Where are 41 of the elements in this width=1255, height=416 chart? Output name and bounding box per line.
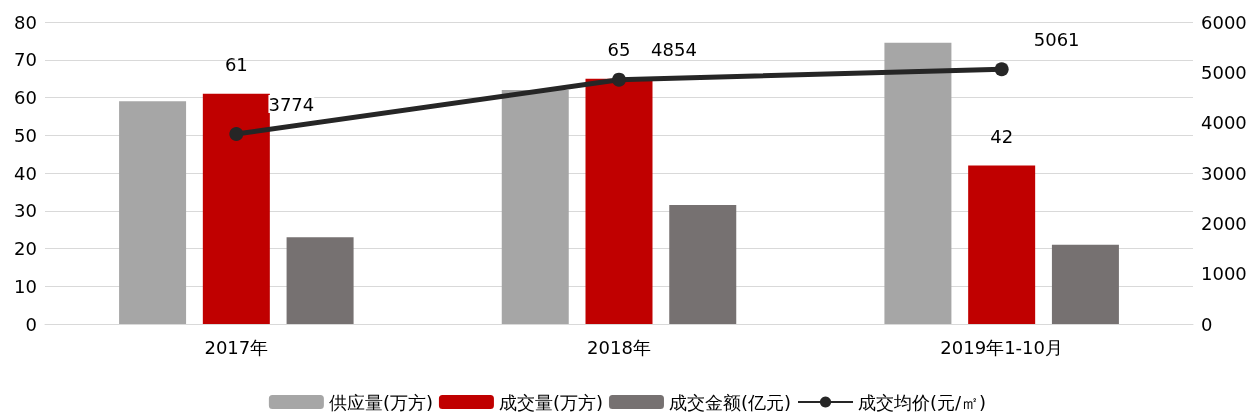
- y-tick-label: 60: [14, 87, 37, 108]
- data-label: 3774: [268, 93, 315, 115]
- data-label: 5061: [1033, 28, 1080, 50]
- bar: [501, 89, 569, 324]
- x-tick-label: 2017年: [204, 336, 269, 358]
- y-tick-label: 10: [14, 275, 37, 297]
- bar: [585, 78, 653, 324]
- bar: [1051, 244, 1119, 324]
- data-label: 42: [990, 125, 1014, 147]
- y2-tick-label: 4000: [1201, 112, 1247, 134]
- data-label: 4854: [651, 39, 697, 61]
- point: [994, 62, 1009, 77]
- legend-label: 成交金额(亿元): [668, 391, 792, 413]
- y-tick-label: 80: [14, 11, 37, 33]
- bar: [968, 165, 1036, 324]
- legend-label: 成交均价(元/㎡): [858, 391, 987, 413]
- x-tick-label: 2018年: [587, 336, 651, 358]
- y-tick-label: 20: [14, 238, 37, 259]
- point: [229, 127, 244, 142]
- y-tick-label: 70: [14, 49, 37, 71]
- y2-tick-label: 6000: [1201, 11, 1247, 33]
- bar: [669, 205, 737, 324]
- y2-tick-label: 1000: [1201, 263, 1247, 285]
- bar: [119, 101, 187, 324]
- y2-tick-label: 0: [1201, 313, 1213, 335]
- bar: [884, 42, 952, 324]
- y-tick-label: 50: [14, 124, 37, 146]
- legend-label: 成交量(万方): [498, 391, 603, 413]
- y-tick-label: 0: [25, 313, 37, 335]
- data-label: 61: [224, 54, 248, 76]
- bar: [286, 237, 354, 324]
- point: [612, 72, 626, 87]
- data-label: 65: [607, 39, 631, 61]
- x-tick-label: 2019年1-10月: [940, 336, 1063, 358]
- y-tick-label: 40: [14, 162, 37, 184]
- y2-tick-label: 2000: [1201, 212, 1247, 234]
- y2-tick-label: 5000: [1201, 61, 1247, 83]
- y2-tick-label: 3000: [1201, 162, 1247, 184]
- y-tick-label: 30: [14, 200, 37, 222]
- bar: [202, 93, 270, 324]
- legend-label: 供应量(万方): [328, 391, 433, 413]
